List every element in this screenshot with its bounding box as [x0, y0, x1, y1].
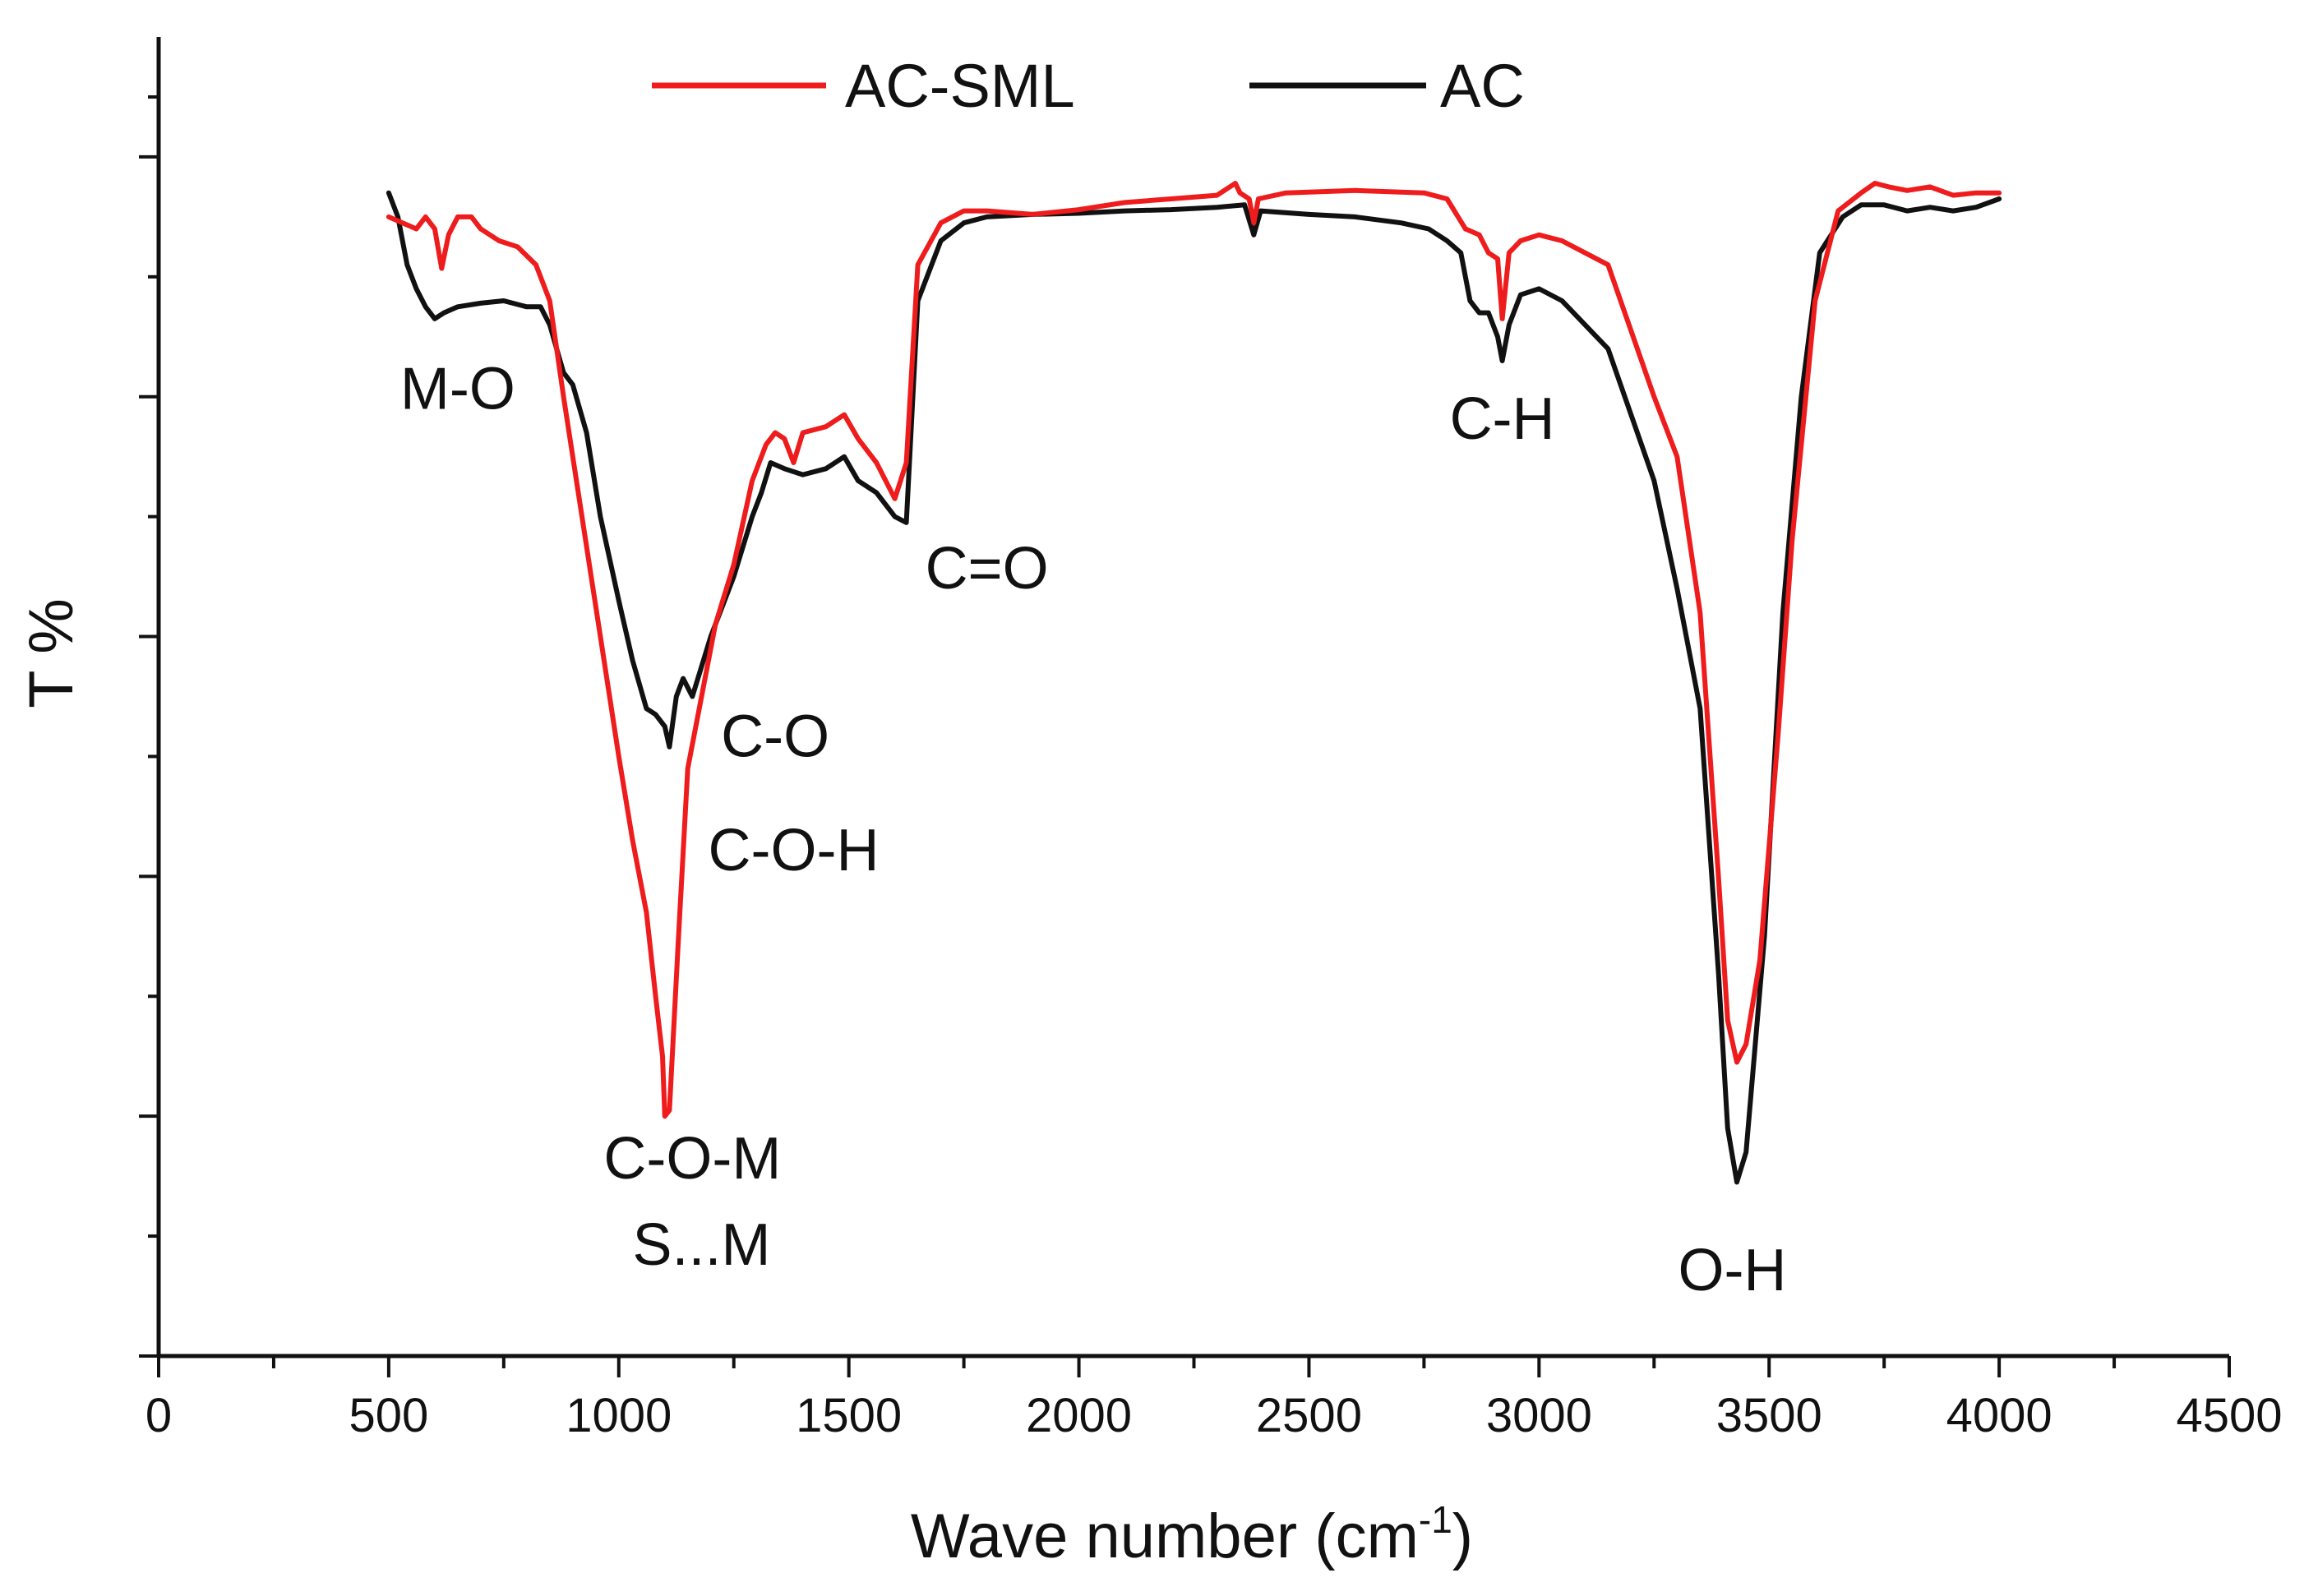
x-ticks: 0 500 1000 1500 2000 2500 3000 3500 4000 4500 — [145, 1356, 2283, 1442]
x-tick-label: 1500 — [796, 1389, 902, 1442]
x-tick-label: 3000 — [1486, 1389, 1592, 1442]
x-axis-title: Wave number (cm-1) — [911, 1498, 1473, 1571]
x-tick-label: 4500 — [2176, 1389, 2282, 1442]
x-tick-label: 4000 — [1946, 1389, 2052, 1442]
axes — [156, 37, 2229, 1358]
legend: AC-SML AC — [652, 52, 1525, 120]
peak-annotation: O-H — [1678, 1238, 1786, 1303]
legend-label-ac-sml: AC-SML — [845, 52, 1075, 120]
peak-annotation: C-O-M — [603, 1126, 781, 1192]
x-tick-label: 500 — [349, 1389, 428, 1442]
y-axis-title: T % — [16, 598, 86, 708]
x-tick-label: 0 — [145, 1389, 172, 1442]
series-line-ac-sml — [386, 181, 2002, 1119]
legend-label-ac: AC — [1440, 52, 1525, 120]
peak-annotation: M-O — [400, 356, 515, 422]
peak-annotation: C-O — [721, 703, 829, 769]
x-tick-label: 2000 — [1026, 1389, 1132, 1442]
series-layer — [386, 181, 2002, 1185]
annotations: M-O C-O C-O-H C-O-M S...M C=O C-H O-H — [400, 356, 1787, 1303]
x-tick-label: 1000 — [566, 1389, 672, 1442]
series-line-ac — [386, 190, 2002, 1185]
x-tick-label: 3500 — [1716, 1389, 1822, 1442]
y-ticks — [139, 95, 159, 1358]
peak-annotation: C-H — [1450, 386, 1555, 452]
peak-annotation: C-O-H — [709, 818, 880, 883]
x-axis-title-main: Wave number (cm — [911, 1501, 1419, 1571]
x-axis-title-close: ) — [1452, 1501, 1473, 1571]
x-axis-title-superscript: -1 — [1419, 1498, 1452, 1541]
x-tick-label: 2500 — [1256, 1389, 1362, 1442]
peak-annotation: C=O — [926, 536, 1049, 602]
peak-annotation: S...M — [633, 1212, 771, 1278]
